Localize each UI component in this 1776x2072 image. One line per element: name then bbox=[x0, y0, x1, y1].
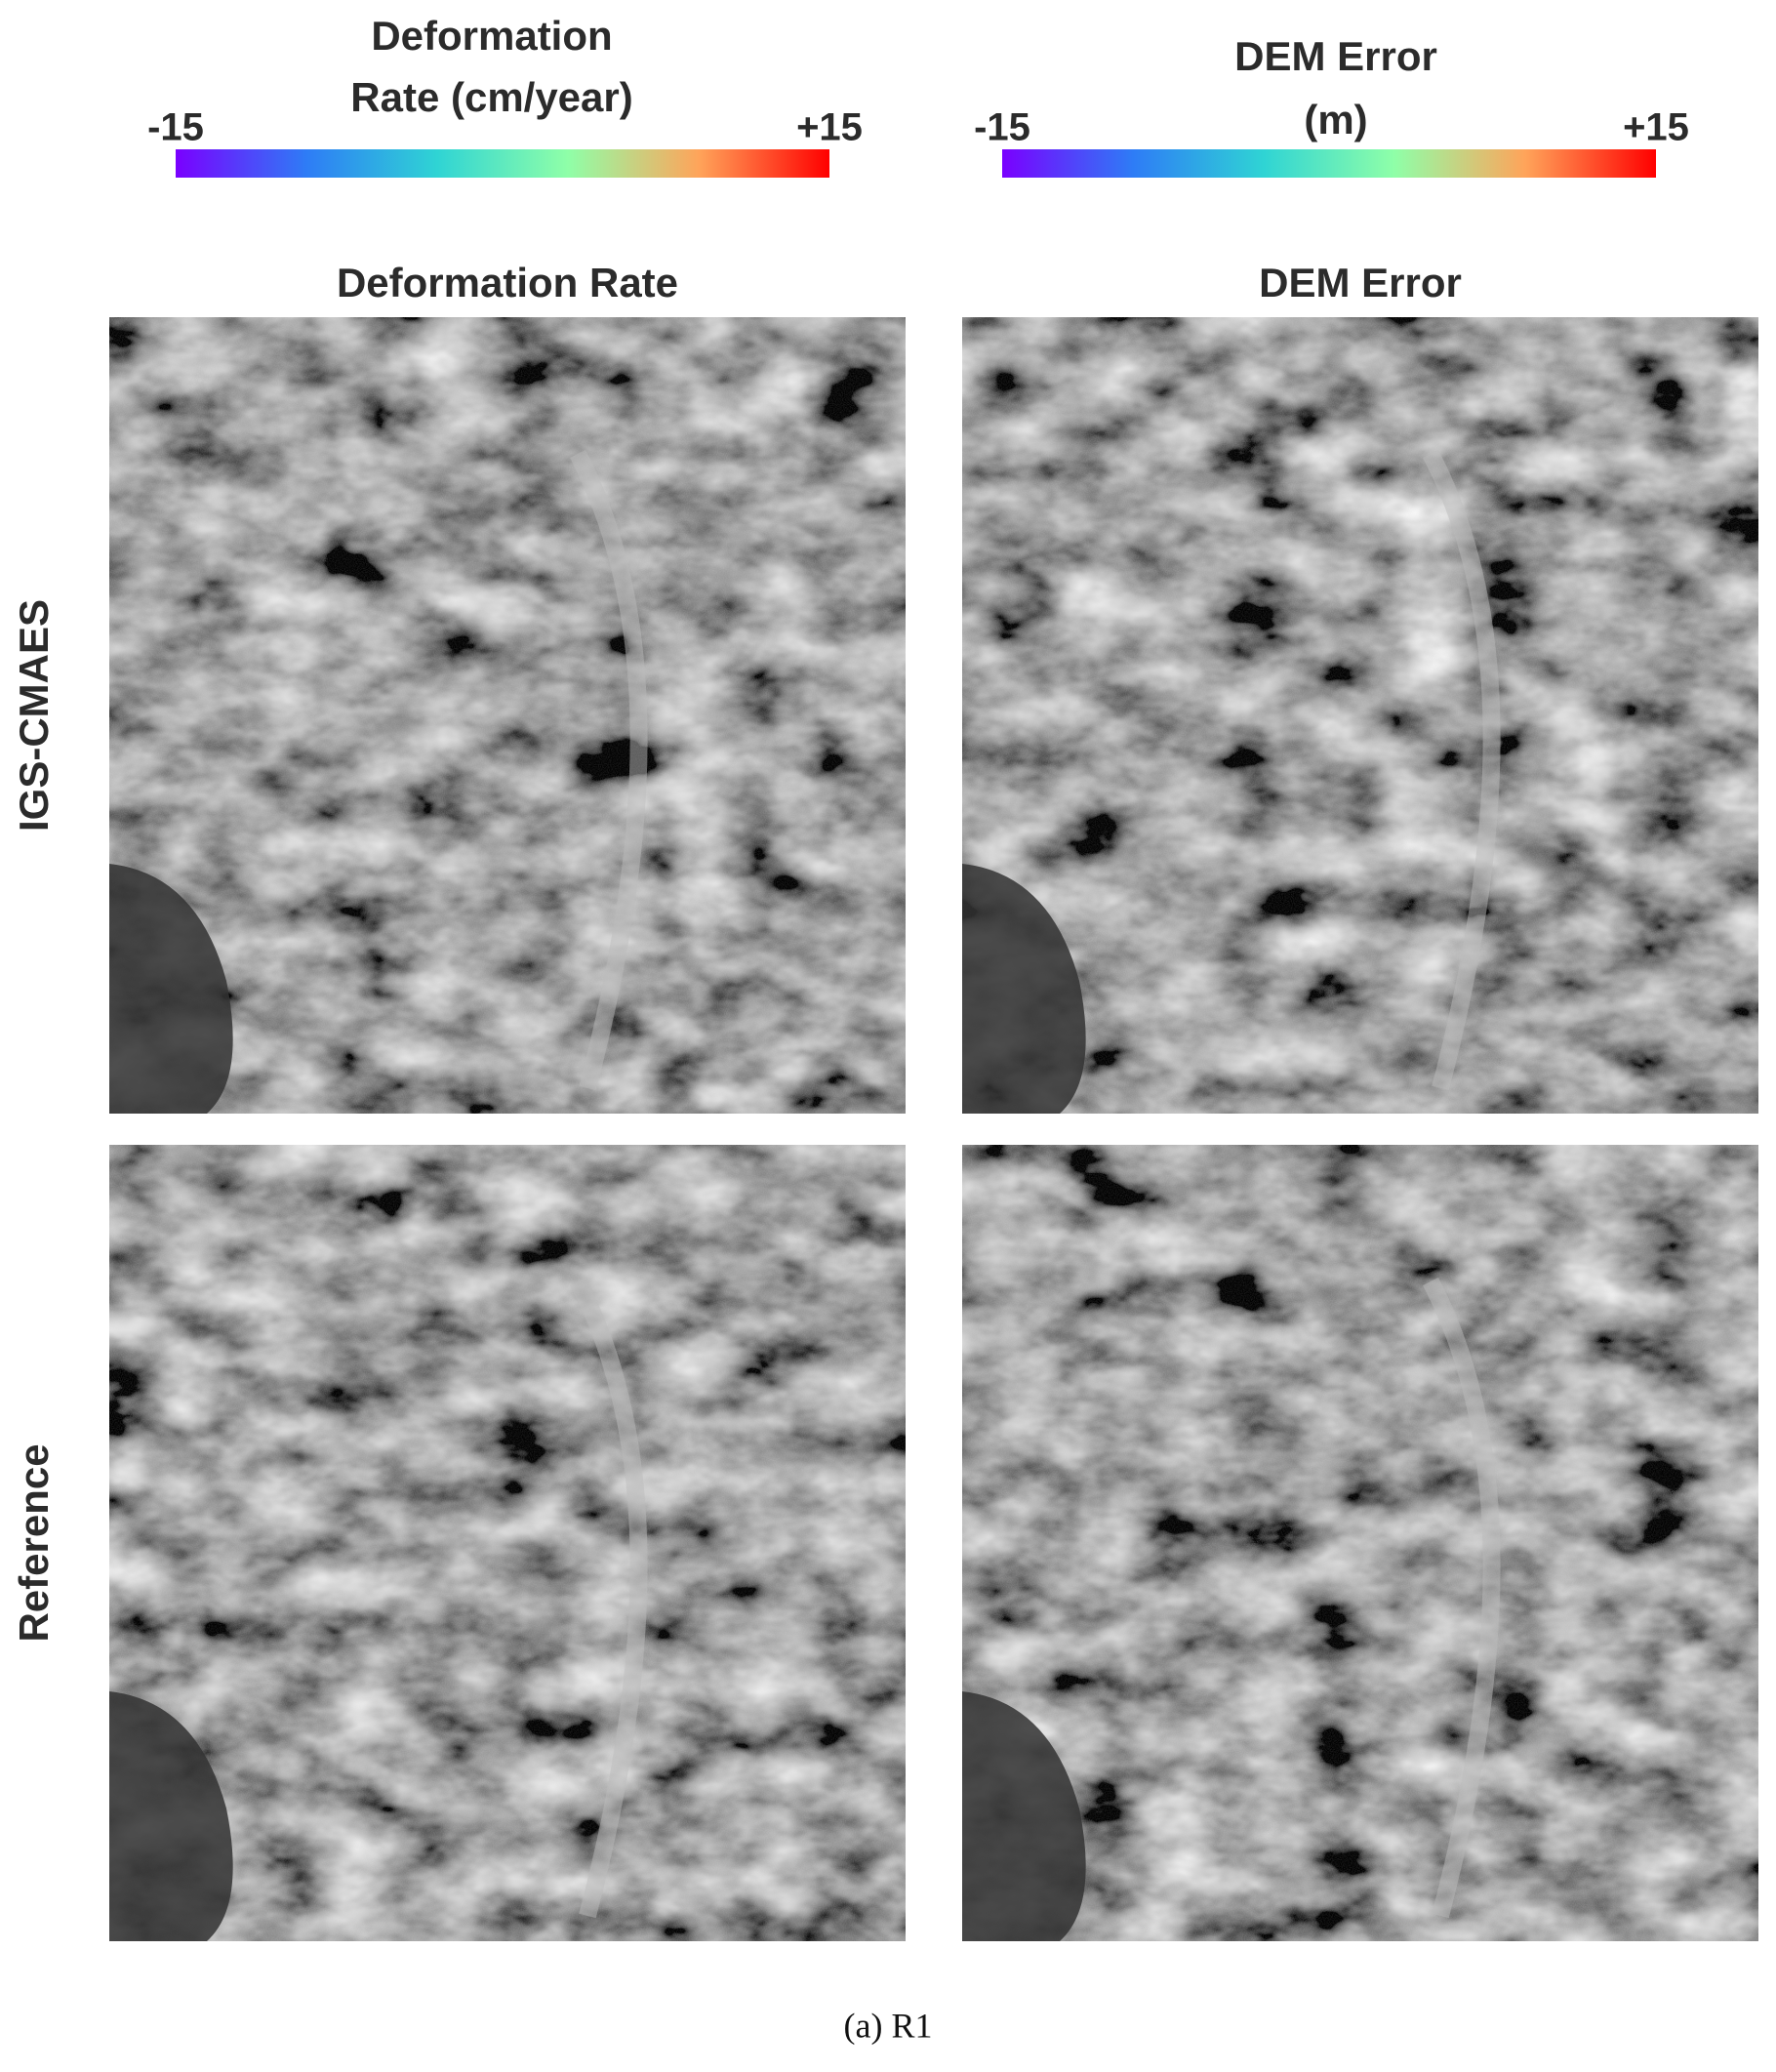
colorbar bbox=[1002, 149, 1656, 178]
colorbar-title: DEM Error bbox=[1234, 33, 1437, 79]
colorbar-title: Rate (cm/year) bbox=[350, 74, 632, 120]
colorbar bbox=[176, 149, 829, 178]
column-title: Deformation Rate bbox=[337, 260, 678, 305]
colorbar-tick-label: +15 bbox=[1623, 106, 1689, 149]
dark-region bbox=[962, 864, 1086, 1114]
sar-grain bbox=[962, 1145, 1758, 1941]
dark-region bbox=[109, 1691, 233, 1941]
colorbar-tick-label: +15 bbox=[796, 106, 863, 149]
colorbar-title: (m) bbox=[1304, 97, 1367, 142]
sar-grain bbox=[109, 317, 906, 1114]
pit-road bbox=[1423, 1277, 1501, 1919]
sar-grain bbox=[109, 1145, 906, 1941]
dark-region bbox=[109, 864, 233, 1114]
colorbar-tick-label: -15 bbox=[974, 106, 1030, 149]
dark-region bbox=[962, 1691, 1086, 1941]
pit-road bbox=[1423, 449, 1501, 1091]
column-title: DEM Error bbox=[1259, 260, 1462, 305]
caption: (a) R1 bbox=[844, 2006, 933, 2045]
colorbar-tick-label: -15 bbox=[147, 106, 204, 149]
row-label: IGS-CMAES bbox=[11, 599, 57, 832]
row-label: Reference bbox=[11, 1443, 57, 1642]
sar-grain bbox=[962, 317, 1758, 1114]
pit-road bbox=[570, 449, 648, 1091]
pit-road bbox=[570, 1277, 648, 1919]
colorbar-title: Deformation bbox=[371, 13, 612, 59]
